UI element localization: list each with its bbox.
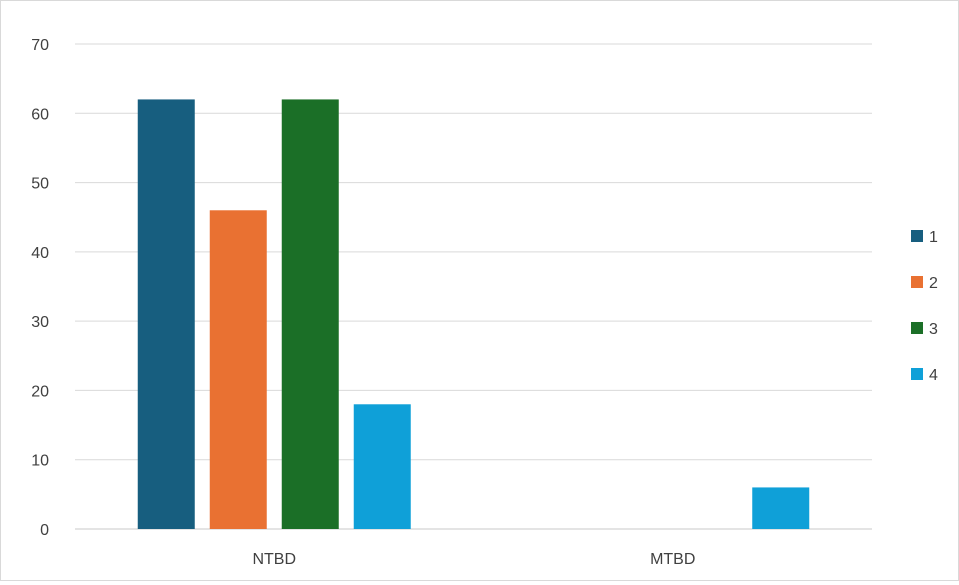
bar-series-3-ntbd <box>281 99 339 529</box>
bar-series-4-ntbd <box>353 404 411 529</box>
y-tick-label: 0 <box>40 522 49 539</box>
y-tick-label: 30 <box>31 314 49 331</box>
bar-series-2-ntbd <box>209 210 267 530</box>
bar-series-1-ntbd <box>137 99 195 529</box>
bar-series-4-mtbd <box>752 487 810 529</box>
legend-swatch-2 <box>911 276 923 288</box>
y-tick-label: 20 <box>31 383 49 400</box>
y-tick-label: 10 <box>31 453 49 470</box>
legend-label-2: 2 <box>929 275 938 292</box>
y-tick-label: 40 <box>31 245 49 262</box>
legend-label-4: 4 <box>929 367 938 384</box>
legend-label-1: 1 <box>929 229 938 246</box>
y-tick-label: 60 <box>31 106 49 123</box>
legend-label-3: 3 <box>929 321 938 338</box>
y-axis-tick-labels: 0 10 20 30 40 50 60 70 <box>31 37 49 539</box>
y-tick-label: 70 <box>31 37 49 54</box>
legend: 1 2 3 4 <box>911 229 938 384</box>
legend-swatch-1 <box>911 230 923 242</box>
y-tick-label: 50 <box>31 176 49 193</box>
gridlines <box>75 43 872 530</box>
x-axis-category-labels: NTBD MTBD <box>252 551 695 568</box>
x-category-label: NTBD <box>252 551 296 568</box>
legend-swatch-3 <box>911 322 923 334</box>
legend-swatch-4 <box>911 368 923 380</box>
x-category-label: MTBD <box>650 551 695 568</box>
bars <box>137 99 810 530</box>
